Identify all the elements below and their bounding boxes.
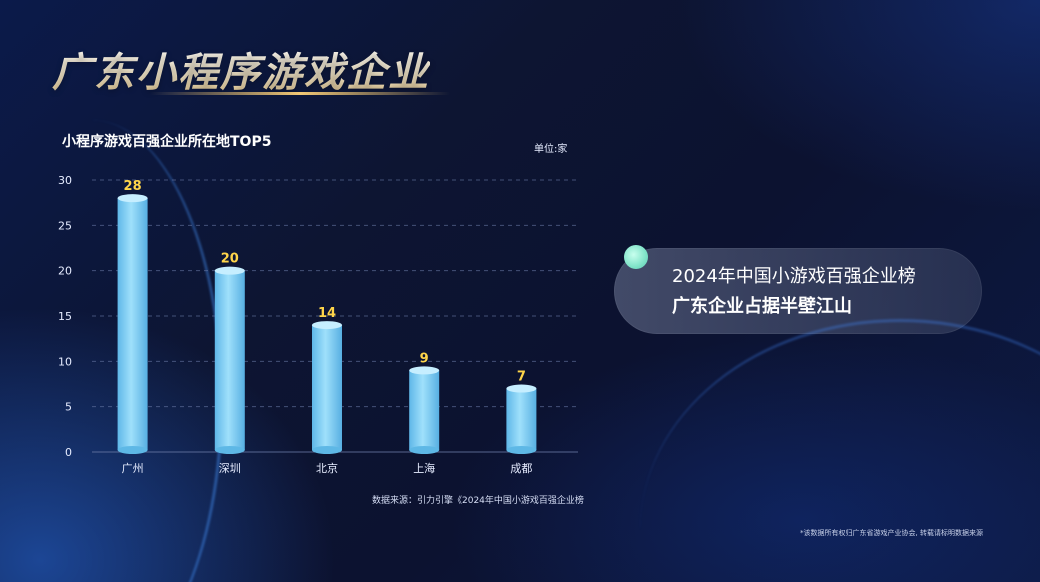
bar-base [409,446,440,454]
bar-base [214,446,245,454]
data-label: 28 [124,179,142,194]
y-tick-label: 5 [65,401,72,414]
bar-base [312,446,342,454]
footnote: *该数据所有权归广东省游戏产业协会, 转载请标明数据来源 [800,529,983,537]
x-tick-label: 深圳 [219,462,241,475]
bar [506,388,537,450]
data-label: 20 [221,252,239,267]
bar-cap [214,266,245,275]
callout-box [614,248,982,334]
x-tick-label: 上海 [413,461,435,475]
callout-line1: 2024年中国小游戏百强企业榜 [672,266,916,287]
bar-cap [312,321,342,330]
data-label: 14 [318,306,336,321]
callout-line2: 广东企业占据半壁江山 [672,296,852,317]
callout-dot [624,245,648,269]
y-tick-label: 0 [65,446,72,459]
data-label: 9 [420,351,429,366]
bar [117,198,148,450]
y-tick-label: 15 [58,310,72,323]
bar-base [506,446,537,454]
bar-cap [506,384,537,393]
source-note: 数据来源：引力引擎《2024年中国小游戏百强企业榜 [372,496,584,506]
x-tick-label: 广州 [122,462,144,475]
x-tick-label: 成都 [510,462,532,475]
title-underline [150,92,450,95]
x-tick-label: 北京 [316,461,338,475]
chart-title: 小程序游戏百强企业所在地TOP5 [62,134,272,150]
unit-label: 单位:家 [534,144,568,155]
bar-base [117,446,148,454]
y-tick-label: 10 [58,355,72,368]
bar [312,325,342,450]
bar-cap [409,366,440,375]
data-label: 7 [517,370,526,385]
y-tick-label: 20 [58,265,72,278]
bar-cap [117,194,148,203]
bar [409,370,440,450]
bar [214,270,245,450]
y-tick-label: 25 [58,219,72,232]
y-tick-label: 30 [58,174,72,187]
page-title: 广东小程序游戏企业 [52,40,430,98]
